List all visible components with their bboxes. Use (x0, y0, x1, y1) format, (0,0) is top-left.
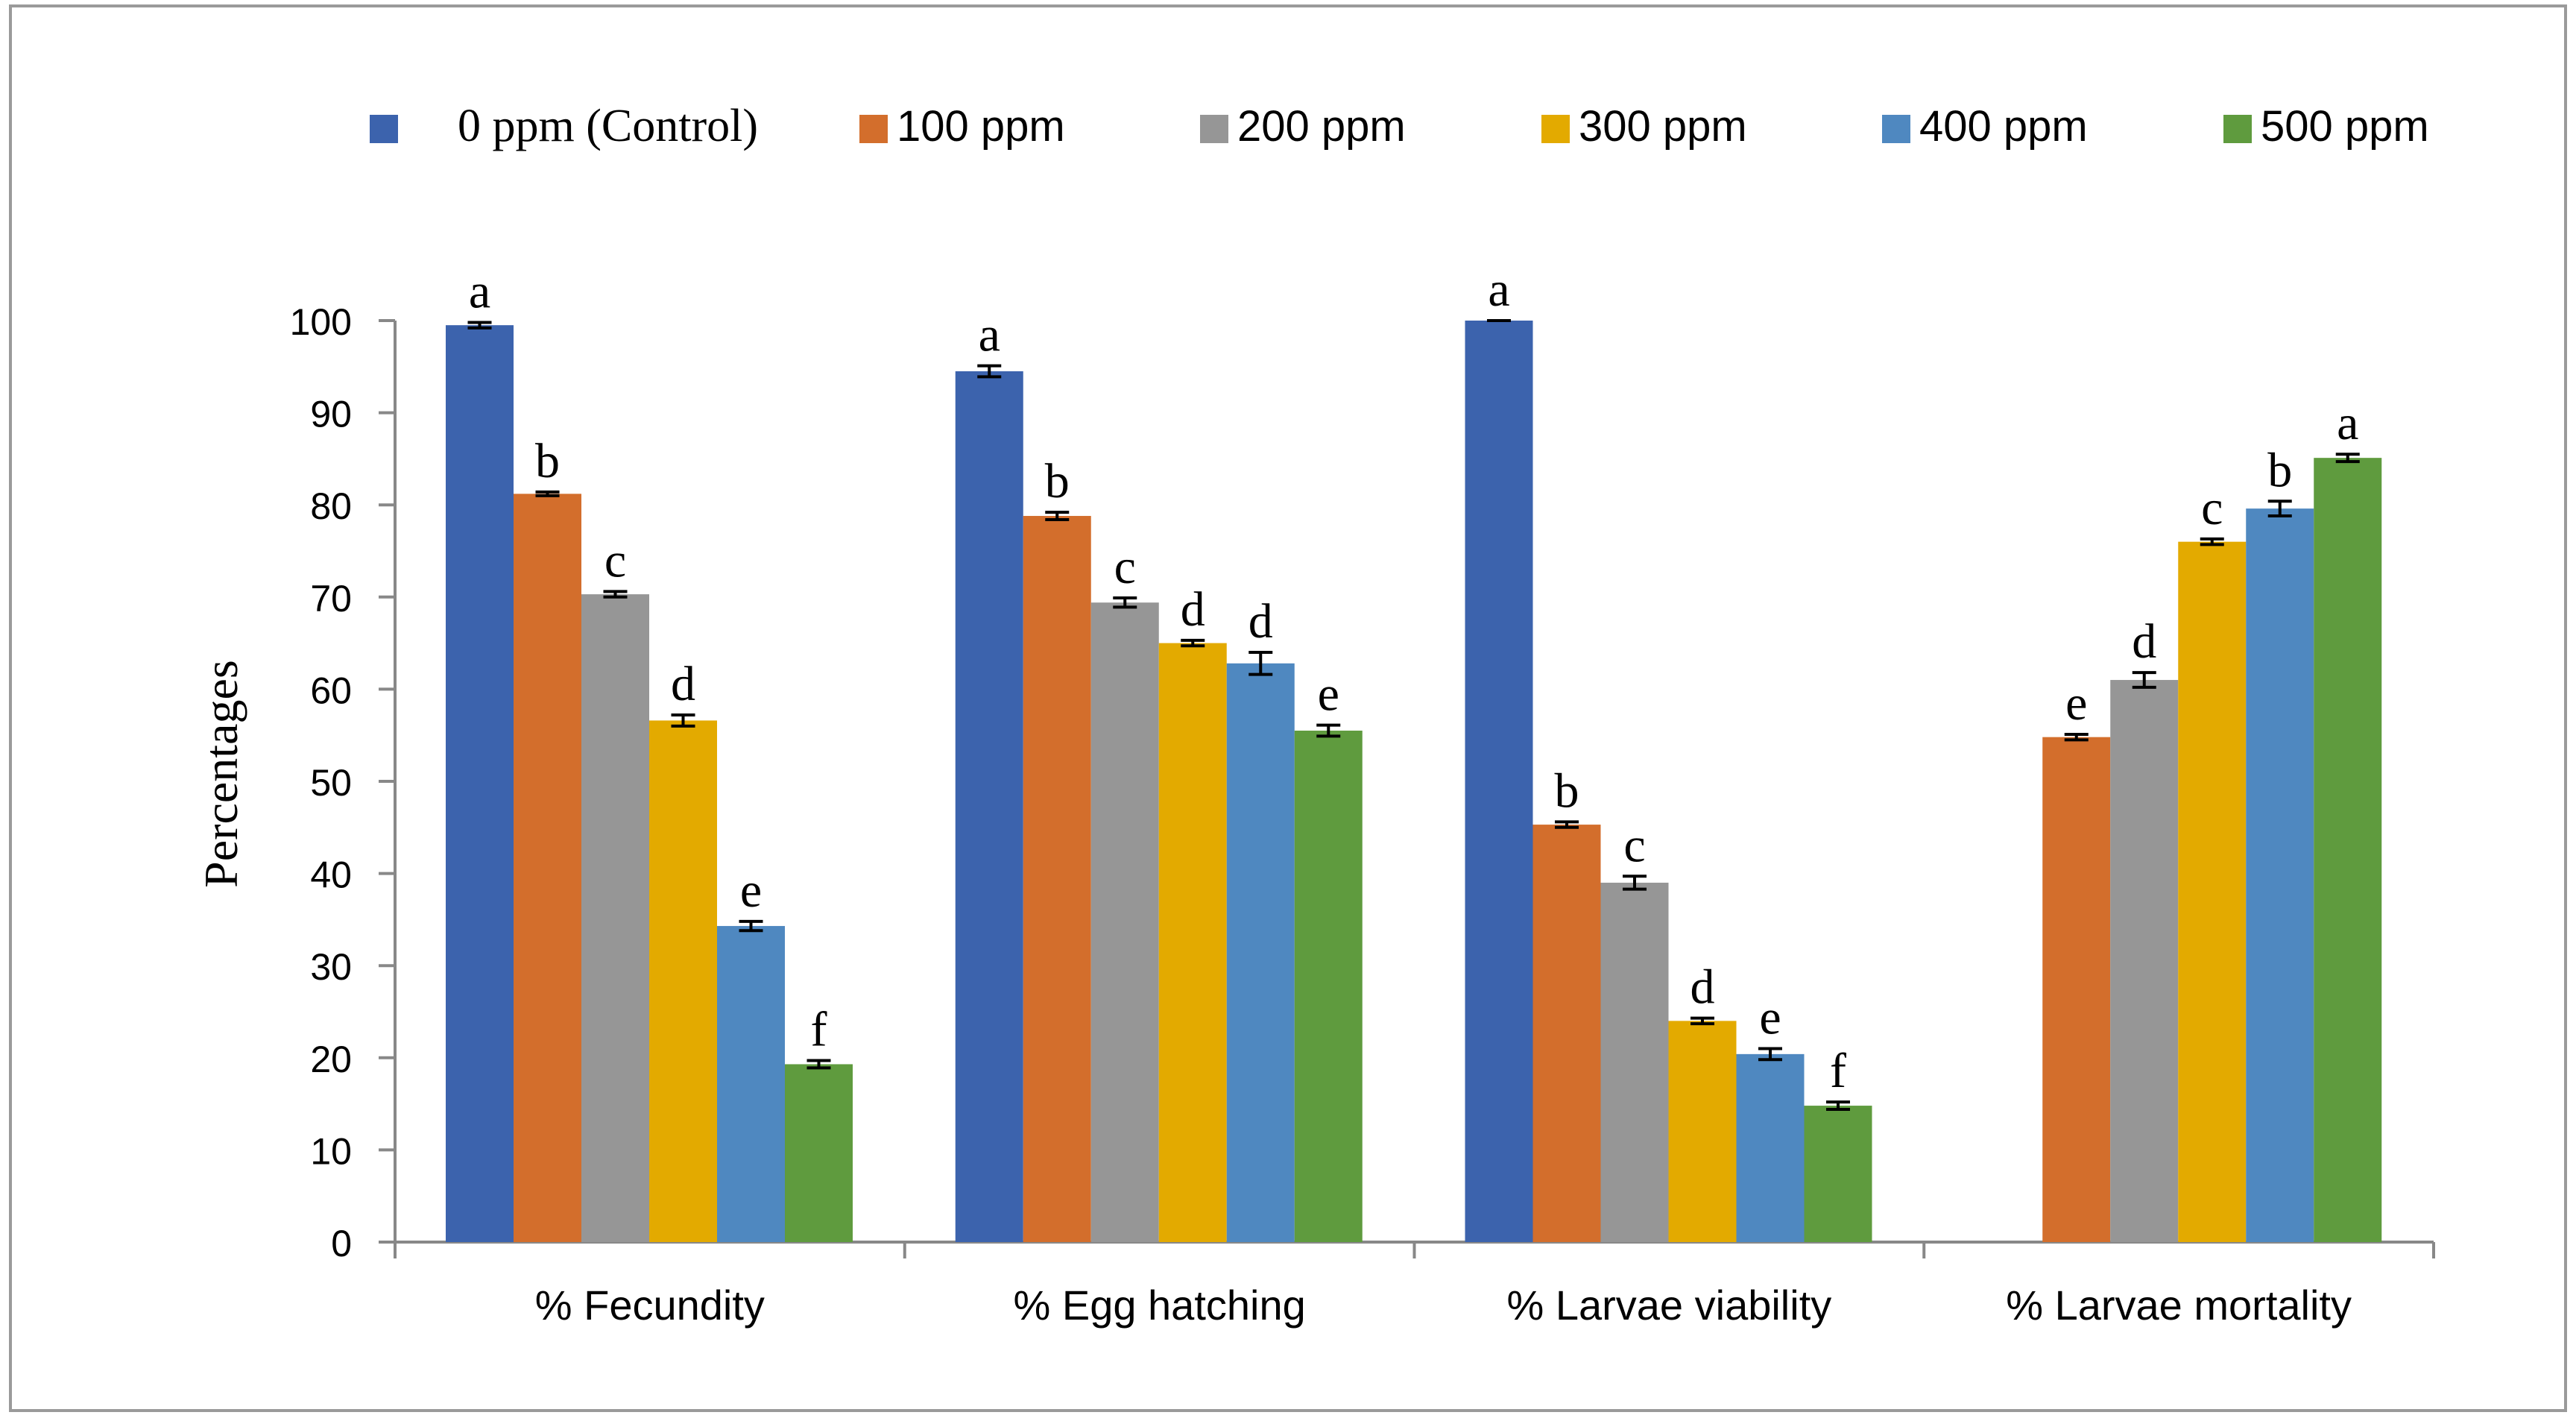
significance-letter: c (1114, 540, 1136, 594)
bar (717, 926, 785, 1242)
y-tick-label: 20 (310, 1039, 352, 1080)
y-tick-label: 60 (310, 669, 352, 711)
significance-letter: d (1181, 582, 1205, 637)
significance-letter: d (1248, 594, 1273, 649)
legend-swatch (1882, 115, 1910, 143)
significance-letter: f (811, 1003, 827, 1057)
y-tick-label: 80 (310, 485, 352, 527)
significance-letter: b (1555, 763, 1579, 818)
y-tick-label: 90 (310, 394, 352, 435)
significance-letter: e (740, 863, 762, 918)
legend-label: 300 ppm (1579, 102, 1747, 151)
significance-letter: b (1045, 454, 1070, 508)
bar (2110, 680, 2179, 1242)
significance-letter: d (2132, 614, 2156, 669)
bar (2178, 541, 2247, 1242)
bar (2314, 458, 2382, 1242)
bar (1600, 882, 1669, 1242)
significance-letter: e (2065, 676, 2087, 731)
category-label: % Larvae viability (1507, 1282, 1832, 1329)
significance-letter: c (604, 533, 626, 587)
y-axis-label: Percentages (195, 660, 247, 888)
category-label: % Egg hatching (1013, 1282, 1305, 1329)
y-tick-label: 0 (331, 1223, 352, 1264)
y-tick-label: 70 (310, 578, 352, 620)
legend-label: 200 ppm (1237, 102, 1406, 151)
bar (1226, 663, 1295, 1242)
bar (1090, 602, 1159, 1242)
category-label: % Fecundity (535, 1282, 765, 1329)
bar (1023, 516, 1091, 1242)
bar (1804, 1106, 1872, 1242)
bar (649, 720, 717, 1242)
bar (446, 325, 514, 1243)
significance-letter: a (2337, 396, 2358, 450)
legend-swatch (1200, 115, 1228, 143)
significance-letter: c (1623, 818, 1645, 872)
bar (1465, 321, 1533, 1242)
bar (1294, 731, 1363, 1242)
significance-letter: b (535, 434, 560, 488)
legend-label: 500 ppm (2261, 102, 2429, 151)
y-tick-label: 40 (310, 854, 352, 896)
legend: 0 ppm (Control) 100 ppm 200 ppm 300 ppm 400 … (370, 101, 2429, 151)
bar (1158, 643, 1227, 1242)
y-tick-label: 100 (290, 301, 352, 343)
x-axis: % Fecundity % Egg hatching % Larvae viabil… (394, 1241, 2435, 1329)
significance-letter: d (671, 657, 695, 711)
bar (581, 594, 649, 1242)
bar (1668, 1021, 1737, 1242)
significance-letter: a (1488, 262, 1509, 317)
legend-label: 100 ppm (897, 102, 1065, 151)
bar (1532, 825, 1601, 1242)
bar (955, 371, 1023, 1243)
significance-letter: f (1830, 1044, 1846, 1098)
legend-label: 400 ppm (1919, 102, 2088, 151)
legend-label: 0 ppm (Control) (458, 101, 758, 151)
bar (2042, 737, 2111, 1242)
significance-letter: e (1759, 990, 1781, 1045)
legend-swatch (859, 115, 888, 143)
significance-letter: a (469, 264, 490, 318)
category-label: % Larvae mortality (2006, 1282, 2352, 1329)
y-axis: 0 10 20 30 40 50 60 70 80 90 100 (290, 301, 397, 1264)
legend-swatch (1541, 115, 1570, 143)
y-tick-label: 10 (310, 1130, 352, 1172)
legend-swatch (2223, 115, 2252, 143)
significance-letter: e (1318, 667, 1339, 722)
significance-letter: b (2267, 443, 2292, 497)
bar (785, 1064, 853, 1242)
significance-letter: a (979, 308, 1000, 362)
significance-letter: d (1690, 960, 1715, 1015)
legend-swatch (370, 115, 398, 143)
bar (514, 494, 581, 1242)
bar (1736, 1053, 1805, 1242)
bar (2246, 508, 2314, 1242)
significance-letter: c (2201, 481, 2223, 535)
y-tick-label: 30 (310, 946, 352, 988)
y-tick-label: 50 (310, 762, 352, 804)
